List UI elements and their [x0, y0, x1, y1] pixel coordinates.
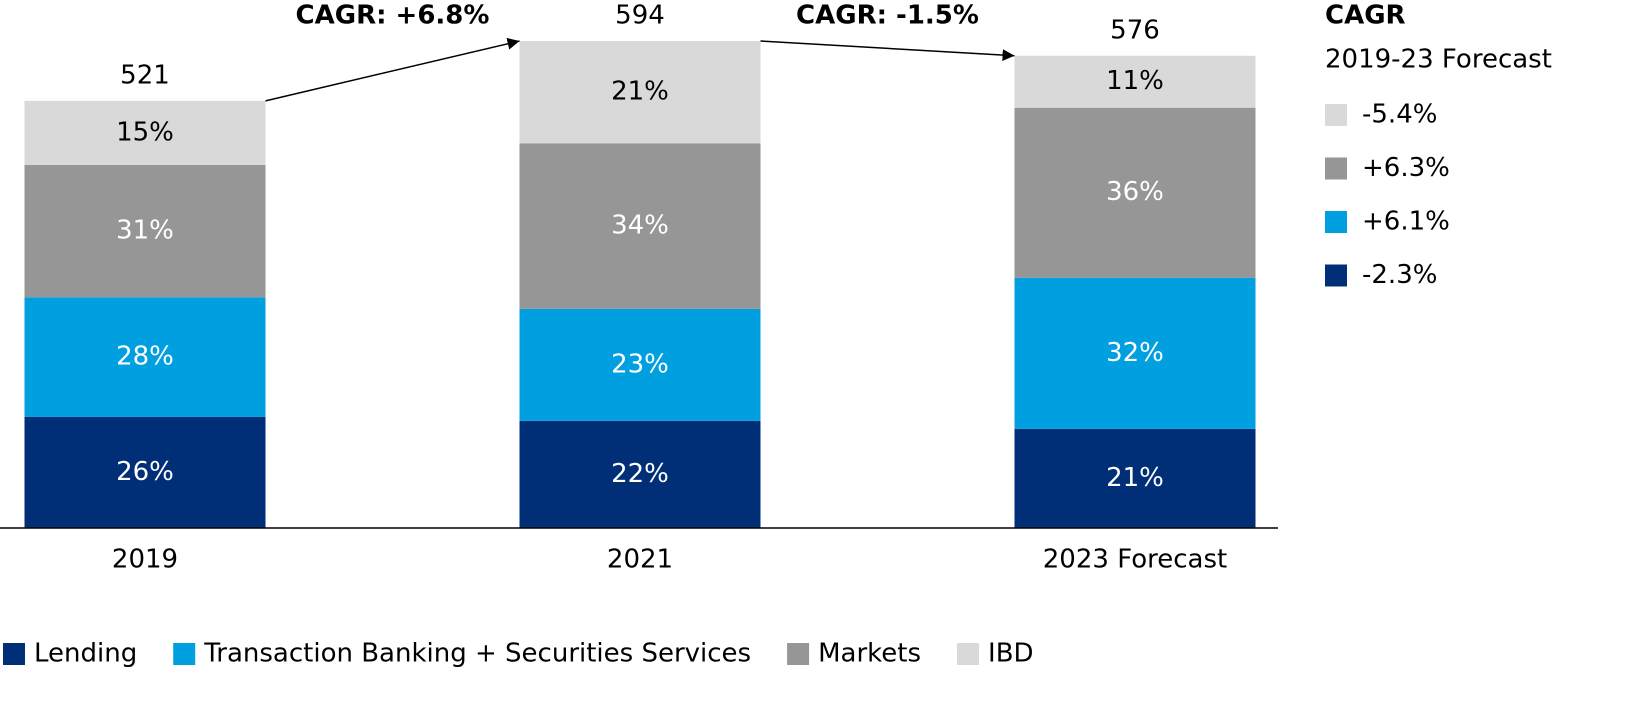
bar-segment	[1014, 107, 1256, 278]
legend-swatch	[173, 643, 196, 665]
legend-swatch	[957, 643, 980, 665]
segment-label: 32%	[1106, 338, 1164, 368]
bar-segment	[1014, 428, 1256, 528]
total-label: 576	[1110, 15, 1160, 45]
segment-label: 36%	[1106, 177, 1164, 207]
legend-label: IBD	[988, 639, 1034, 669]
cagr-legend-swatch	[1325, 211, 1347, 233]
cagr-legend-swatch	[1325, 157, 1347, 180]
legend-swatch	[787, 643, 810, 665]
legend-label: Transaction Banking + Securities Service…	[203, 639, 751, 669]
cagr-arrow	[760, 40, 1015, 62]
bar-segment	[519, 308, 761, 421]
bar-segment	[519, 41, 761, 144]
segment-label: 21%	[1106, 463, 1164, 493]
segment-label: 28%	[116, 342, 174, 372]
cagr-legend-label: +6.1%	[1362, 207, 1450, 237]
cagr-legend-label: +6.3%	[1362, 153, 1450, 183]
segment-label: 34%	[611, 211, 669, 241]
legend-label: Markets	[818, 639, 921, 669]
segment-label: 11%	[1106, 66, 1164, 96]
bar-segment	[24, 297, 266, 417]
bar-segment	[519, 420, 761, 528]
bar-segment	[1014, 55, 1256, 108]
cagr-legend-title: CAGR	[1325, 1, 1406, 31]
x-tick-label: 2021	[607, 545, 673, 575]
bar-segment	[24, 100, 266, 165]
bar-segment	[24, 164, 266, 298]
segment-label: 31%	[116, 216, 174, 246]
bar-segment	[24, 416, 266, 528]
total-label: 521	[120, 60, 170, 90]
cagr-legend-label: -5.4%	[1362, 100, 1437, 130]
bar-segment	[1014, 277, 1256, 429]
cagr-legend-swatch	[1325, 264, 1347, 287]
bar-segment	[519, 143, 761, 309]
segment-label: 26%	[116, 457, 174, 487]
total-label: 594	[615, 1, 665, 31]
cagr-legend-swatch	[1325, 104, 1347, 126]
cagr-annotation: CAGR: -1.5%	[796, 1, 979, 31]
cagr-annotation: CAGR: +6.8%	[296, 1, 490, 31]
legend-label: Lending	[34, 639, 137, 669]
cagr-legend-subtitle: 2019-23 Forecast	[1325, 45, 1552, 75]
legend-swatch	[3, 643, 25, 665]
cagr-arrow	[265, 37, 520, 102]
segment-label: 15%	[116, 117, 174, 147]
x-tick-label: 2023 Forecast	[1043, 545, 1227, 575]
segment-label: 21%	[611, 77, 669, 107]
segment-label: 22%	[611, 459, 669, 489]
cagr-legend-label: -2.3%	[1362, 260, 1437, 290]
x-tick-label: 2019	[112, 545, 178, 575]
segment-label: 23%	[611, 349, 669, 379]
